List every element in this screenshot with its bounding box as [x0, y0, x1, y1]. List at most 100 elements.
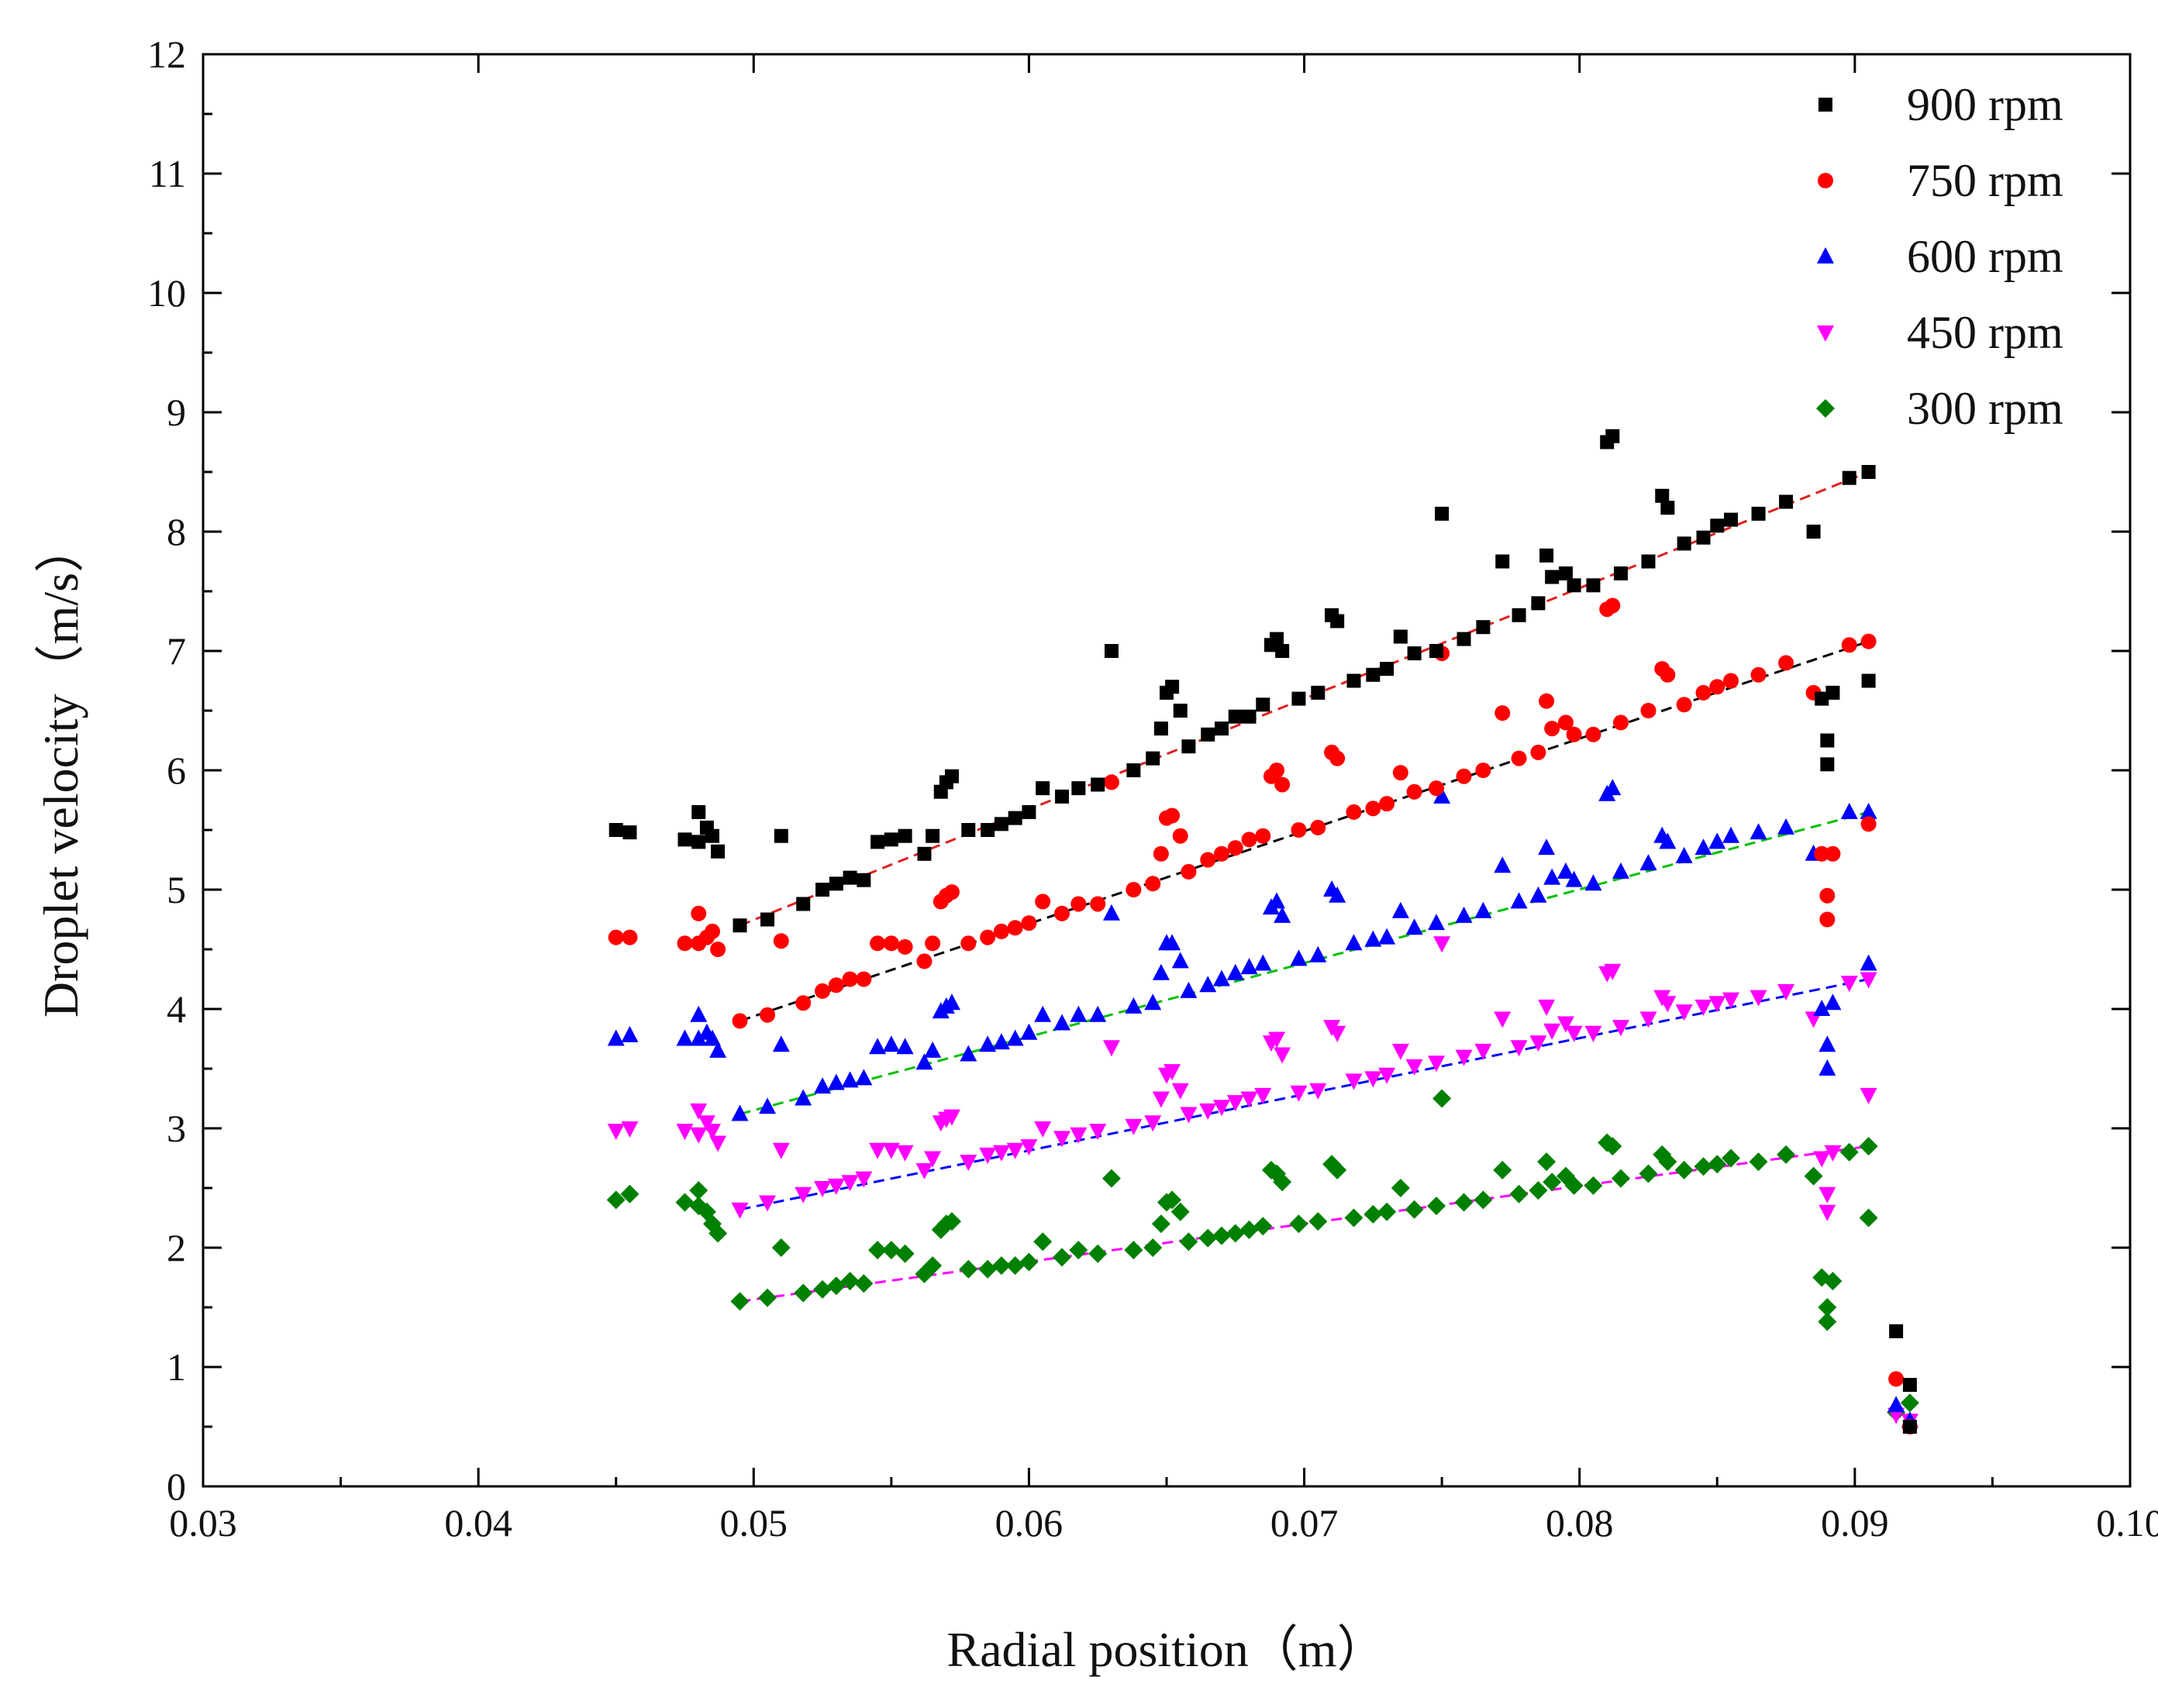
data-point — [854, 1274, 874, 1293]
data-point — [827, 1073, 845, 1090]
data-point — [1036, 781, 1050, 796]
data-point — [1433, 936, 1451, 953]
data-point — [772, 1035, 790, 1052]
data-point — [898, 828, 912, 843]
data-point — [1779, 494, 1794, 509]
data-point — [856, 971, 872, 987]
data-point — [1309, 945, 1327, 962]
data-point — [1556, 1016, 1574, 1033]
data-point — [1240, 1091, 1258, 1108]
data-point — [1612, 715, 1629, 731]
data-point — [691, 835, 706, 849]
data-point — [896, 1038, 914, 1055]
data-point — [690, 1103, 708, 1120]
data-point — [1329, 750, 1346, 766]
data-point — [795, 995, 812, 1011]
data-point — [1253, 1217, 1273, 1236]
data-point — [828, 977, 844, 993]
data-point — [1530, 744, 1546, 760]
data-point — [841, 1071, 859, 1088]
data-point — [1143, 1238, 1163, 1257]
data-point — [1722, 1148, 1741, 1168]
data-point — [1311, 685, 1325, 700]
data-point — [608, 929, 624, 945]
data-point — [732, 1013, 748, 1029]
data-point — [1171, 1083, 1189, 1100]
y-tick-label: 8 — [167, 510, 186, 553]
data-point — [1825, 685, 1840, 700]
data-point — [915, 1162, 933, 1179]
y-tick-label: 12 — [147, 33, 186, 76]
legend-label: 300 rpm — [1907, 383, 2063, 434]
data-point — [1777, 983, 1795, 1000]
axis-ticks: 0.03 0.04 0.05 0.06 0.07 0.08 0.09 0.1001234567… — [147, 33, 2158, 1544]
data-point — [1538, 999, 1556, 1016]
data-point — [1274, 1047, 1291, 1064]
data-point — [979, 1035, 997, 1052]
data-point — [1529, 1181, 1548, 1200]
data-point — [772, 1142, 790, 1159]
data-point — [1639, 1164, 1658, 1183]
data-point — [1020, 1139, 1038, 1156]
data-point — [870, 935, 886, 952]
data-point — [1291, 822, 1307, 838]
data-point — [1612, 1020, 1629, 1037]
data-point — [1241, 832, 1257, 848]
data-point — [708, 1224, 728, 1243]
data-point — [881, 1241, 901, 1260]
data-point — [675, 1193, 695, 1212]
data-point — [1256, 697, 1270, 712]
data-point — [1820, 757, 1835, 772]
data-point — [1089, 1005, 1107, 1022]
data-point — [607, 1124, 625, 1141]
data-point — [795, 1089, 812, 1106]
data-point — [1749, 1152, 1768, 1172]
data-point — [1539, 693, 1555, 709]
data-point — [1328, 1160, 1347, 1179]
data-point — [1820, 733, 1835, 748]
data-point — [1391, 901, 1409, 918]
data-point — [815, 883, 830, 897]
fit-line-450-rpm — [739, 978, 1869, 1211]
data-point — [1346, 804, 1362, 820]
data-point — [1839, 1142, 1859, 1162]
data-point — [1710, 518, 1725, 533]
y-tick-label: 6 — [167, 749, 186, 792]
data-point — [815, 983, 831, 999]
data-point — [1379, 796, 1395, 812]
y-tick-label: 5 — [167, 868, 186, 911]
data-point — [1201, 727, 1215, 742]
data-point — [1584, 874, 1602, 891]
data-point — [1200, 852, 1216, 868]
data-point — [1275, 644, 1290, 658]
data-point — [1007, 920, 1023, 936]
data-point — [1529, 886, 1547, 903]
series-750-rpm — [608, 597, 1918, 1434]
data-point — [1199, 1103, 1217, 1120]
data-point — [1088, 1244, 1108, 1263]
data-point — [1006, 1142, 1024, 1159]
data-point — [1226, 1095, 1244, 1112]
data-point — [773, 933, 789, 949]
data-point — [855, 1069, 873, 1086]
data-point — [840, 1272, 860, 1291]
data-point — [1345, 1073, 1363, 1090]
data-point — [1818, 1035, 1836, 1052]
data-point — [1173, 704, 1188, 718]
data-point — [677, 935, 693, 952]
data-point — [1164, 808, 1181, 824]
data-point — [1180, 1107, 1198, 1124]
data-point — [1840, 976, 1858, 993]
data-point — [883, 935, 899, 952]
data-point — [1722, 826, 1740, 843]
plot-frame — [202, 53, 2132, 1488]
data-point — [943, 993, 960, 1011]
data-point — [1586, 578, 1601, 593]
data-point — [1427, 1197, 1446, 1216]
data-point — [1268, 892, 1286, 909]
data-point — [1474, 1190, 1493, 1210]
data-point — [1655, 488, 1670, 503]
data-point — [1806, 525, 1821, 539]
data-point — [691, 905, 707, 921]
data-point — [1255, 828, 1271, 844]
